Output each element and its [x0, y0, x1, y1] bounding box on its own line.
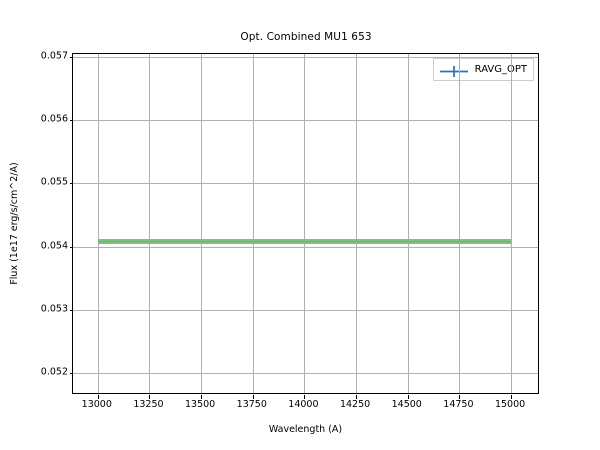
- gridline-horizontal: [73, 246, 538, 248]
- x-axis-tick: [356, 395, 358, 399]
- gridline-vertical: [511, 54, 513, 393]
- errorbar-marker-icon: [439, 63, 469, 77]
- x-axis-tick: [407, 395, 409, 399]
- y-axis-tick-label: 0.056: [40, 113, 68, 125]
- x-axis-tick-label: 14000: [288, 399, 319, 410]
- legend[interactable]: RAVG_OPT: [432, 58, 534, 81]
- legend-entry-label: RAVG_OPT: [474, 64, 527, 75]
- gridline-vertical: [304, 54, 306, 393]
- y-axis-tick-label: 0.052: [40, 366, 68, 378]
- gridline-vertical: [97, 54, 99, 393]
- x-axis-tick: [97, 395, 99, 399]
- plot-area: RAVG_OPT: [69, 53, 539, 399]
- data-line-ravg-opt: [97, 240, 512, 243]
- x-axis-tick-label: 13750: [236, 399, 267, 410]
- x-axis-tick-label: 14500: [391, 399, 422, 410]
- x-axis-tick: [511, 395, 513, 399]
- y-axis-tick: [69, 372, 73, 374]
- x-axis-tick-label: 14750: [443, 399, 474, 410]
- gridline-vertical: [407, 54, 409, 393]
- y-axis-tick: [69, 57, 73, 59]
- x-axis-tick-label: 15000: [494, 399, 526, 410]
- x-axis-tick: [459, 395, 461, 399]
- y-axis-tick-label: 0.055: [40, 176, 68, 188]
- x-axis-tick: [252, 395, 254, 399]
- x-axis-tick-label: 13250: [133, 399, 164, 410]
- gridline-horizontal: [73, 120, 538, 122]
- gridline-horizontal: [73, 57, 538, 59]
- gridline-horizontal: [73, 183, 538, 185]
- y-axis-tick-labels: 0.052 0.053 0.054 0.055 0.056 0.057: [0, 0, 68, 450]
- y-axis-tick-label: 0.053: [40, 303, 68, 315]
- gridline-horizontal: [73, 372, 538, 374]
- x-axis-tick-label: 14250: [339, 399, 371, 410]
- y-axis-label: Flux (1e17 erg/s/cm^2/A): [9, 162, 20, 285]
- y-axis-tick-label: 0.054: [40, 240, 68, 252]
- x-axis-tick: [149, 395, 151, 399]
- x-axis-label: Wavelength (A): [268, 424, 343, 435]
- gridline-vertical: [459, 54, 461, 393]
- gridline-vertical: [252, 54, 254, 393]
- gridline-vertical: [149, 54, 151, 393]
- gridline-horizontal: [73, 309, 538, 311]
- x-axis-tick: [201, 395, 203, 399]
- x-axis-tick-label: 13500: [184, 399, 216, 410]
- page-title: Opt. Combined MU1 653: [240, 31, 372, 43]
- y-axis-tick: [69, 120, 73, 122]
- y-axis-tick: [69, 309, 73, 311]
- y-axis-tick: [69, 246, 73, 248]
- y-axis-tick-label: 0.057: [40, 50, 68, 62]
- gridline-vertical: [356, 54, 358, 393]
- x-axis-tick: [304, 395, 306, 399]
- y-axis-tick: [69, 183, 73, 185]
- gridline-vertical: [201, 54, 203, 393]
- x-axis-tick-label: 13000: [81, 399, 112, 410]
